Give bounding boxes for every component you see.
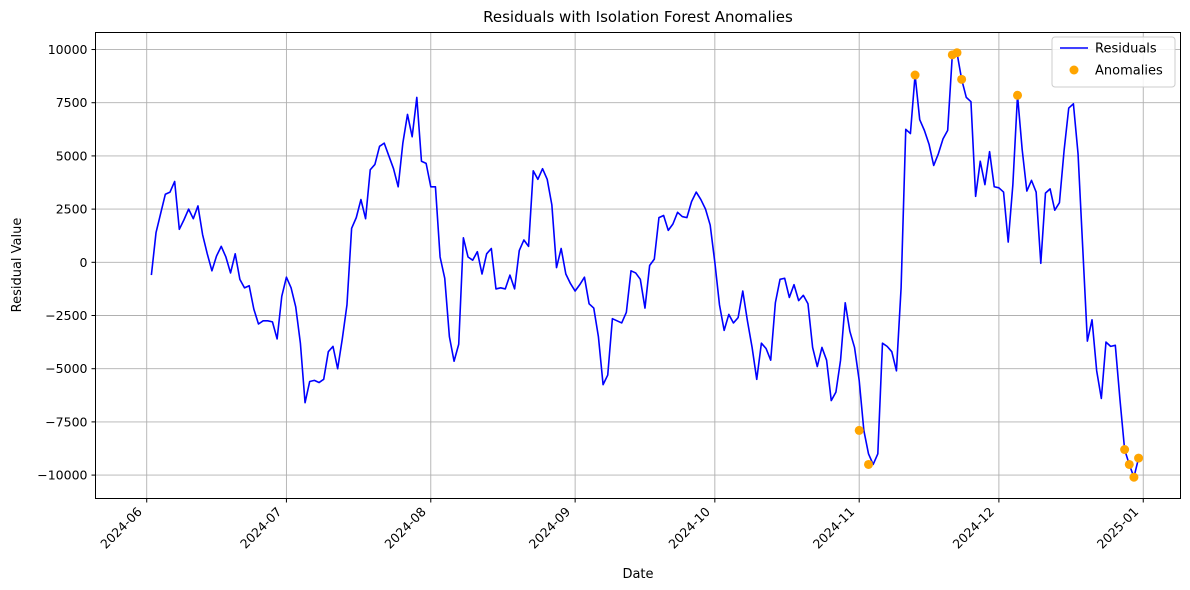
y-axis: −10000 −7500 −5000 −2500 0 2500 5000 7500 10000 bbox=[37, 42, 96, 483]
legend-anomalies-swatch bbox=[1069, 65, 1079, 75]
x-axis-label: Date bbox=[622, 567, 653, 582]
plot-frame bbox=[95, 32, 1181, 499]
legend-residuals-label: Residuals bbox=[1095, 42, 1157, 57]
legend: Residuals Anomalies bbox=[1051, 36, 1176, 88]
y-tick-label: 10000 bbox=[48, 42, 88, 57]
y-tick-label: 0 bbox=[80, 255, 88, 270]
grid-layer bbox=[95, 32, 1181, 499]
anomaly-point bbox=[854, 425, 864, 435]
y-tick-label: −5000 bbox=[45, 361, 87, 376]
y-axis-label: Residual Value bbox=[10, 218, 25, 313]
anomaly-point bbox=[864, 459, 874, 469]
legend-anomalies-label: Anomalies bbox=[1095, 64, 1163, 79]
anomaly-point bbox=[957, 74, 967, 84]
y-tick-label: −10000 bbox=[37, 468, 87, 483]
legend-box bbox=[1051, 36, 1176, 88]
y-tick-label: 7500 bbox=[56, 95, 88, 110]
y-tick-label: −2500 bbox=[45, 308, 87, 323]
anomaly-point bbox=[1013, 90, 1023, 100]
anomaly-point bbox=[1120, 445, 1130, 455]
y-tick-label: 5000 bbox=[56, 148, 88, 163]
anomaly-point bbox=[952, 48, 962, 58]
anomaly-point bbox=[1134, 453, 1144, 463]
y-tick-label: 2500 bbox=[56, 202, 88, 217]
anomaly-point bbox=[1124, 459, 1134, 469]
anomaly-point bbox=[910, 70, 920, 80]
anomaly-point bbox=[1129, 472, 1139, 482]
chart-title: Residuals with Isolation Forest Anomalie… bbox=[483, 8, 793, 26]
y-tick-label: −7500 bbox=[45, 414, 87, 429]
plot-layer bbox=[150, 48, 1144, 482]
residuals-line bbox=[150, 51, 1140, 479]
